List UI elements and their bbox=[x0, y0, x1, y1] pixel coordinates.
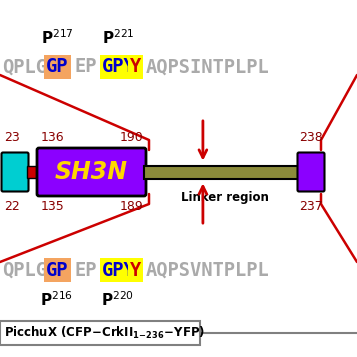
Text: GP: GP bbox=[46, 57, 69, 76]
Text: GPY: GPY bbox=[102, 261, 136, 280]
Text: Y: Y bbox=[130, 261, 141, 280]
FancyBboxPatch shape bbox=[37, 148, 146, 196]
Text: Linker region: Linker region bbox=[181, 191, 268, 205]
Text: 190: 190 bbox=[119, 131, 143, 144]
Text: $\mathbf{P}^{220}$: $\mathbf{P}^{220}$ bbox=[101, 290, 135, 309]
Text: $\mathbf{P}^{217}$: $\mathbf{P}^{217}$ bbox=[41, 28, 74, 47]
Text: SH3N: SH3N bbox=[55, 160, 128, 184]
Text: 136: 136 bbox=[41, 131, 65, 144]
Text: AQPSINTPLPL: AQPSINTPLPL bbox=[146, 57, 270, 76]
Text: GPY: GPY bbox=[102, 57, 136, 76]
Text: QPLG: QPLG bbox=[2, 261, 47, 280]
Text: QPLG: QPLG bbox=[2, 57, 47, 76]
FancyBboxPatch shape bbox=[1, 152, 29, 191]
Text: 135: 135 bbox=[41, 200, 65, 213]
Text: GP: GP bbox=[46, 261, 69, 280]
Text: $\mathbf{P}^{216}$: $\mathbf{P}^{216}$ bbox=[40, 290, 74, 309]
Bar bbox=[0, 321, 200, 345]
Text: 23: 23 bbox=[4, 131, 20, 144]
Bar bbox=[144, 166, 299, 178]
FancyBboxPatch shape bbox=[297, 152, 325, 191]
Text: 238: 238 bbox=[299, 131, 323, 144]
Text: EP: EP bbox=[74, 261, 96, 280]
Text: $\mathbf{P}^{221}$: $\mathbf{P}^{221}$ bbox=[102, 28, 134, 47]
Text: 22: 22 bbox=[4, 200, 20, 213]
Text: 189: 189 bbox=[119, 200, 143, 213]
Text: 237: 237 bbox=[299, 200, 323, 213]
Text: $\bf{PicchuX\ (CFP\!-\!CrkII_{1\!-\!236}\!-\!YFP)}$: $\bf{PicchuX\ (CFP\!-\!CrkII_{1\!-\!236}… bbox=[4, 325, 205, 341]
Text: Y: Y bbox=[130, 57, 141, 76]
Bar bbox=[27, 166, 39, 178]
Text: EP: EP bbox=[74, 57, 96, 76]
Text: AQPSVNTPLPL: AQPSVNTPLPL bbox=[146, 261, 270, 280]
